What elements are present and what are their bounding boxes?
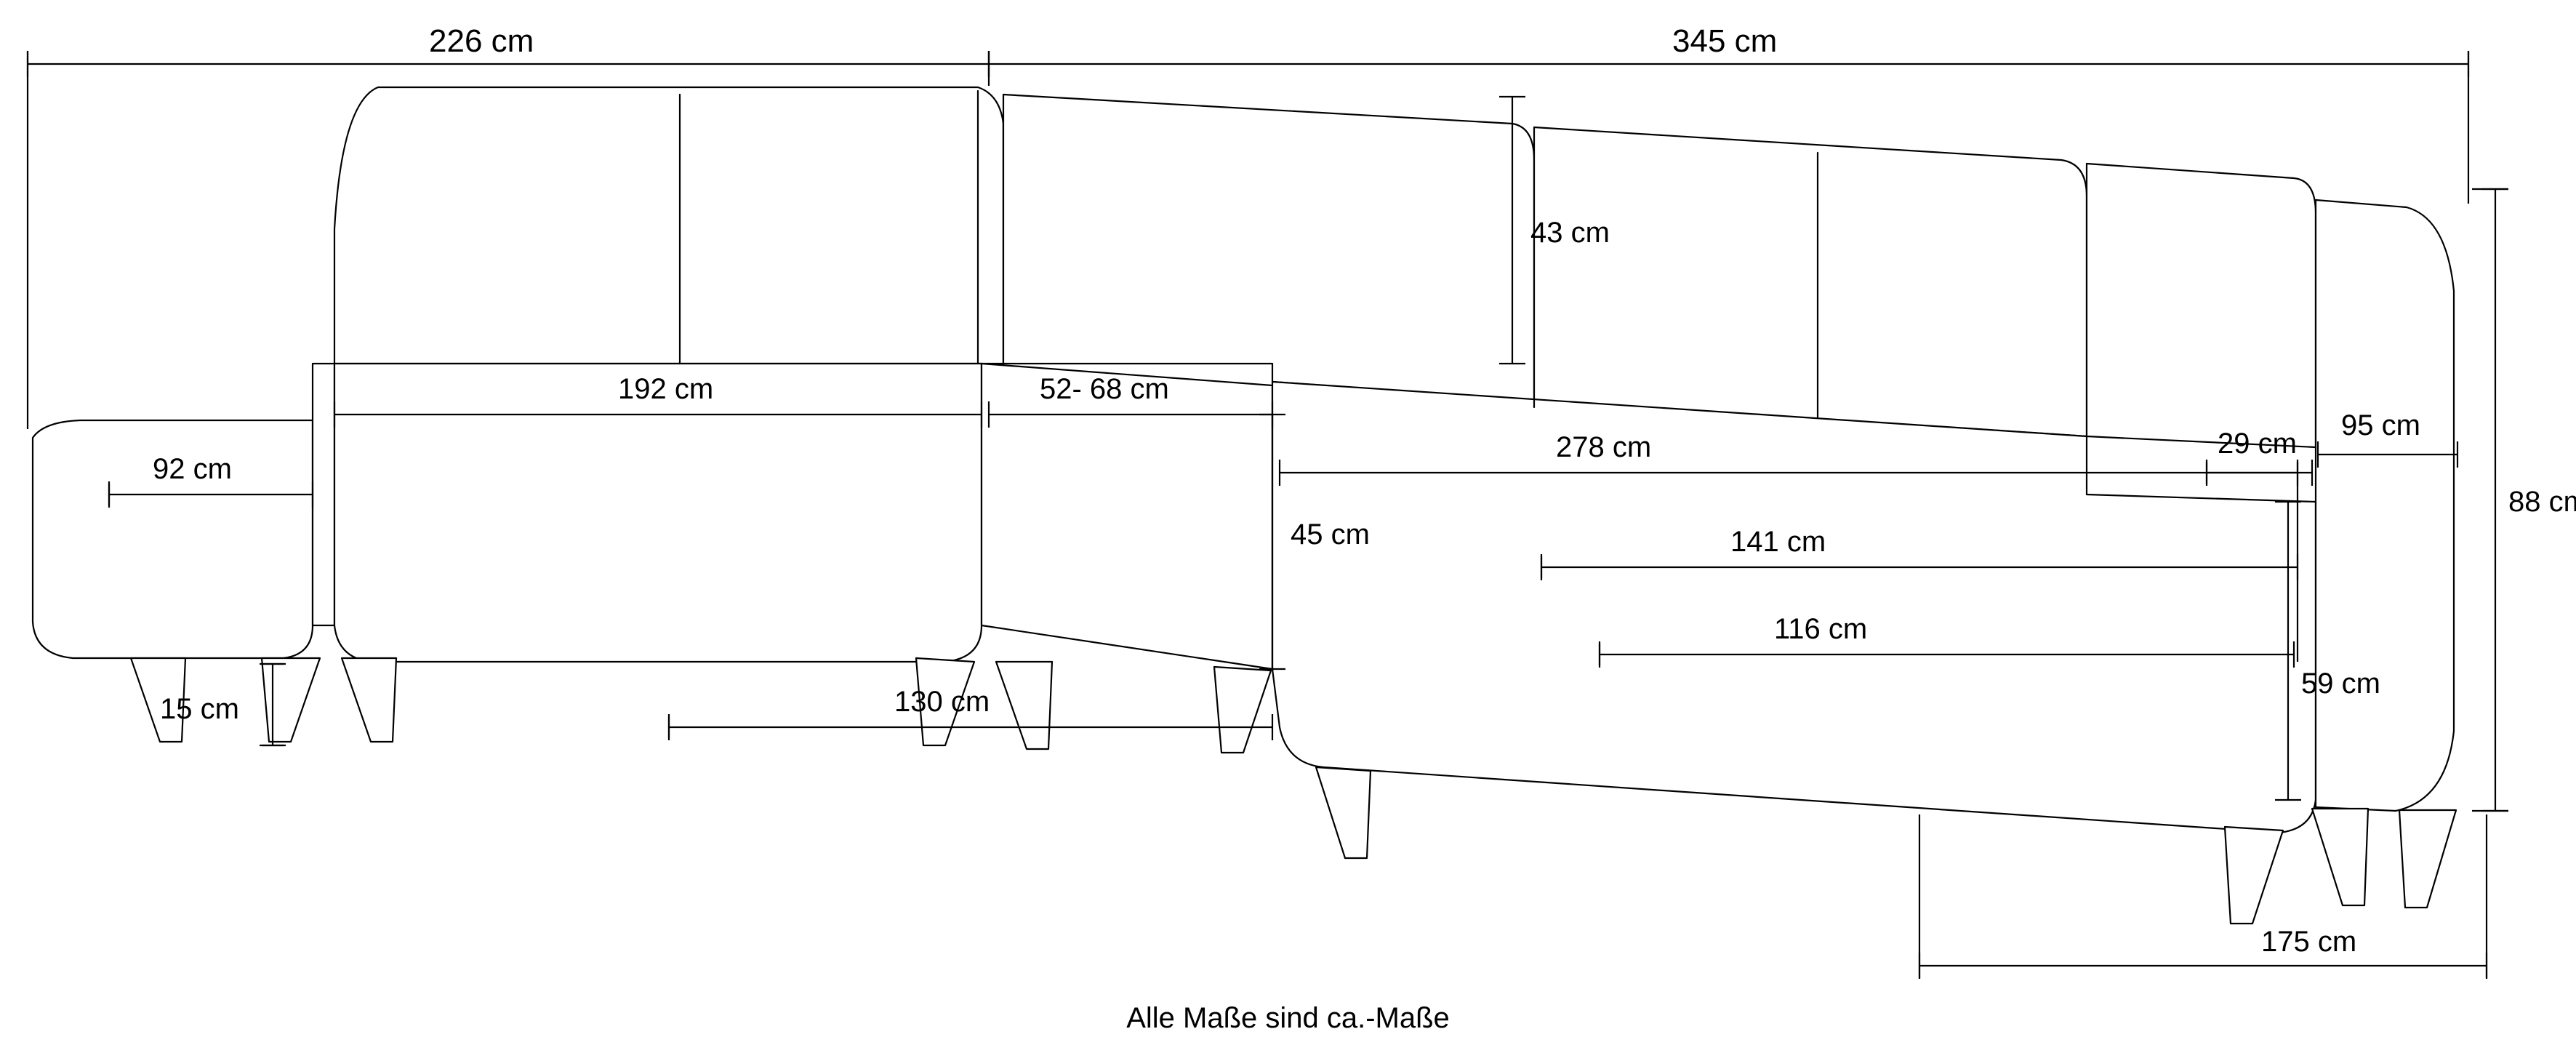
dim-w116: 116 cm — [1774, 614, 1867, 644]
dim-d175: 175 cm — [2261, 927, 2356, 956]
dim-h43: 43 cm — [1530, 218, 1610, 247]
dim-w130: 130 cm — [894, 687, 990, 716]
dim-h15: 15 cm — [160, 694, 239, 724]
dim-w226: 226 cm — [429, 25, 534, 57]
dim-w192: 192 cm — [618, 375, 713, 404]
dim-w95: 95 cm — [2341, 411, 2420, 440]
caption: Alle Maße sind ca.-Maße — [0, 1004, 2576, 1033]
dim-w92: 92 cm — [153, 455, 232, 484]
dimension-diagram: 226 cm 345 cm 92 cm 192 cm 52- 68 cm 43 cm 278… — [0, 0, 2576, 1045]
dim-h88: 88 cm — [2508, 487, 2576, 516]
dim-d5268: 52- 68 cm — [1040, 375, 1169, 404]
dim-w278: 278 cm — [1556, 433, 1651, 462]
dim-h45: 45 cm — [1291, 520, 1370, 549]
dim-w141: 141 cm — [1730, 527, 1826, 556]
dim-h59: 59 cm — [2301, 669, 2380, 698]
dim-w29: 29 cm — [2218, 429, 2297, 458]
dim-w345: 345 cm — [1672, 25, 1777, 57]
diagram-svg — [0, 0, 2576, 1045]
